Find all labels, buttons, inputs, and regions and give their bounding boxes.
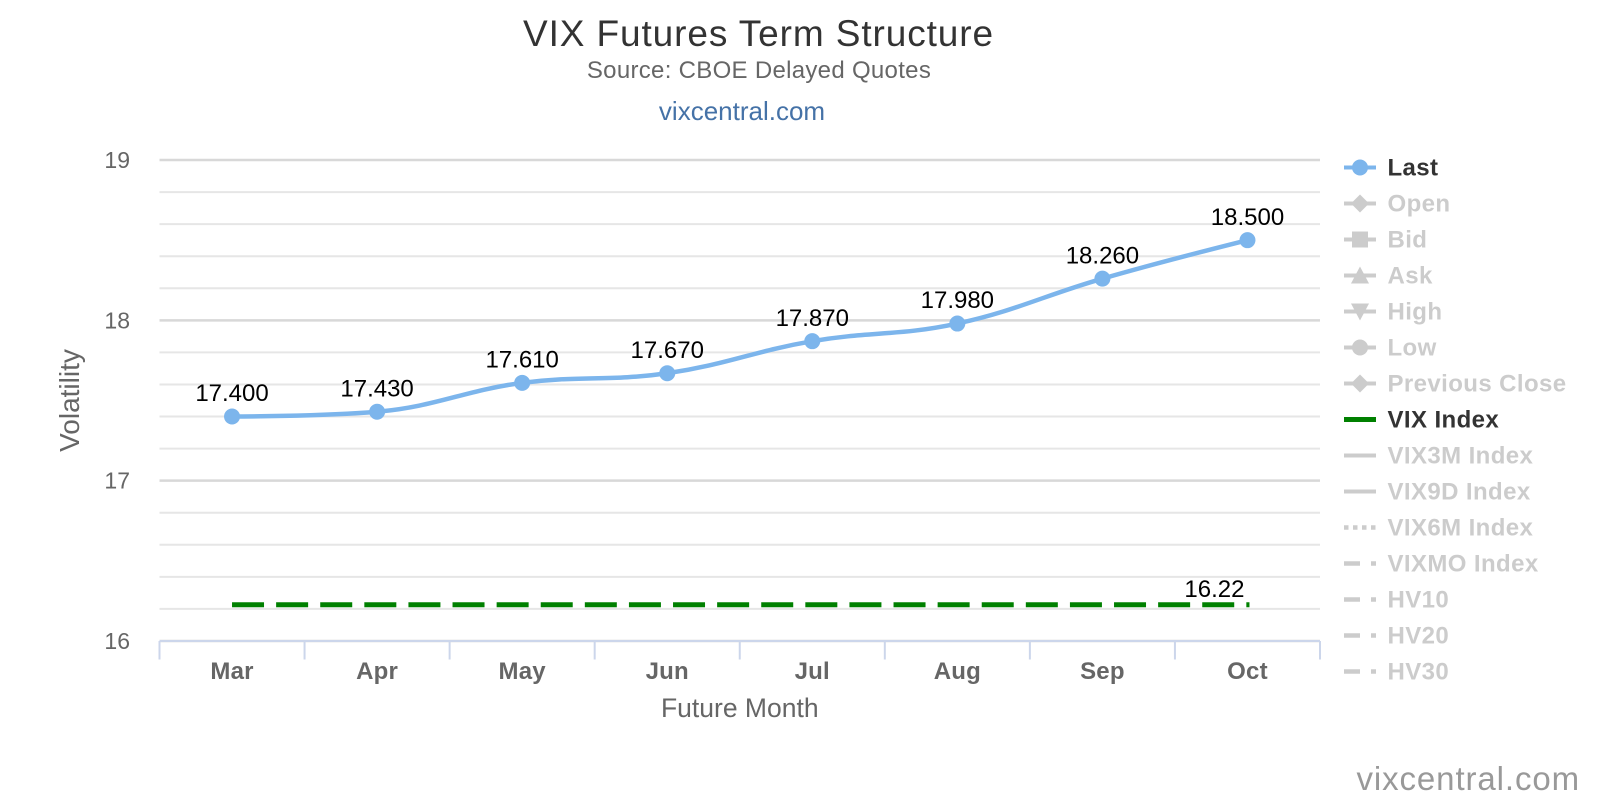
- svg-text:VIX9D Index: VIX9D Index: [1388, 479, 1531, 506]
- svg-text:16.22: 16.22: [1184, 576, 1244, 603]
- svg-text:17.430: 17.430: [340, 375, 413, 402]
- svg-text:Future Month: Future Month: [661, 693, 819, 723]
- svg-text:High: High: [1388, 299, 1443, 326]
- svg-text:VIXMO Index: VIXMO Index: [1388, 551, 1539, 578]
- svg-text:Source: CBOE Delayed Quotes: Source: CBOE Delayed Quotes: [587, 57, 931, 84]
- svg-text:VIX6M Index: VIX6M Index: [1388, 515, 1534, 542]
- svg-text:May: May: [499, 658, 547, 685]
- svg-text:Aug: Aug: [934, 658, 981, 685]
- svg-text:16: 16: [104, 628, 130, 654]
- svg-text:Previous Close: Previous Close: [1388, 371, 1567, 398]
- svg-text:17.980: 17.980: [921, 287, 994, 314]
- svg-text:Last: Last: [1388, 155, 1439, 182]
- svg-text:17.870: 17.870: [776, 305, 849, 332]
- svg-text:HV10: HV10: [1388, 587, 1450, 614]
- svg-text:vixcentral.com: vixcentral.com: [659, 96, 825, 126]
- svg-text:Volatility: Volatility: [54, 349, 85, 452]
- svg-text:VIX Index: VIX Index: [1388, 407, 1500, 434]
- svg-text:Mar: Mar: [210, 658, 253, 685]
- svg-text:Jul: Jul: [795, 658, 830, 685]
- svg-text:Bid: Bid: [1388, 227, 1428, 254]
- svg-text:HV30: HV30: [1388, 659, 1450, 686]
- svg-text:17.400: 17.400: [195, 380, 268, 407]
- svg-text:Ask: Ask: [1388, 263, 1433, 290]
- svg-text:18.260: 18.260: [1066, 242, 1139, 269]
- svg-text:Oct: Oct: [1227, 658, 1268, 685]
- svg-text:Sep: Sep: [1080, 658, 1125, 685]
- svg-text:19: 19: [104, 147, 130, 173]
- svg-text:18.500: 18.500: [1211, 204, 1284, 231]
- svg-text:HV20: HV20: [1388, 623, 1450, 650]
- svg-text:vixcentral.com: vixcentral.com: [1357, 760, 1581, 797]
- svg-text:VIX3M Index: VIX3M Index: [1388, 443, 1534, 470]
- svg-text:17.670: 17.670: [631, 337, 704, 364]
- svg-text:VIX Futures Term Structure: VIX Futures Term Structure: [523, 13, 994, 54]
- svg-text:17.610: 17.610: [485, 347, 558, 374]
- svg-text:Open: Open: [1388, 191, 1451, 218]
- svg-text:17: 17: [104, 468, 130, 494]
- svg-text:Apr: Apr: [356, 658, 398, 685]
- svg-text:Jun: Jun: [646, 658, 689, 685]
- svg-text:18: 18: [104, 307, 130, 333]
- svg-text:Low: Low: [1388, 335, 1437, 362]
